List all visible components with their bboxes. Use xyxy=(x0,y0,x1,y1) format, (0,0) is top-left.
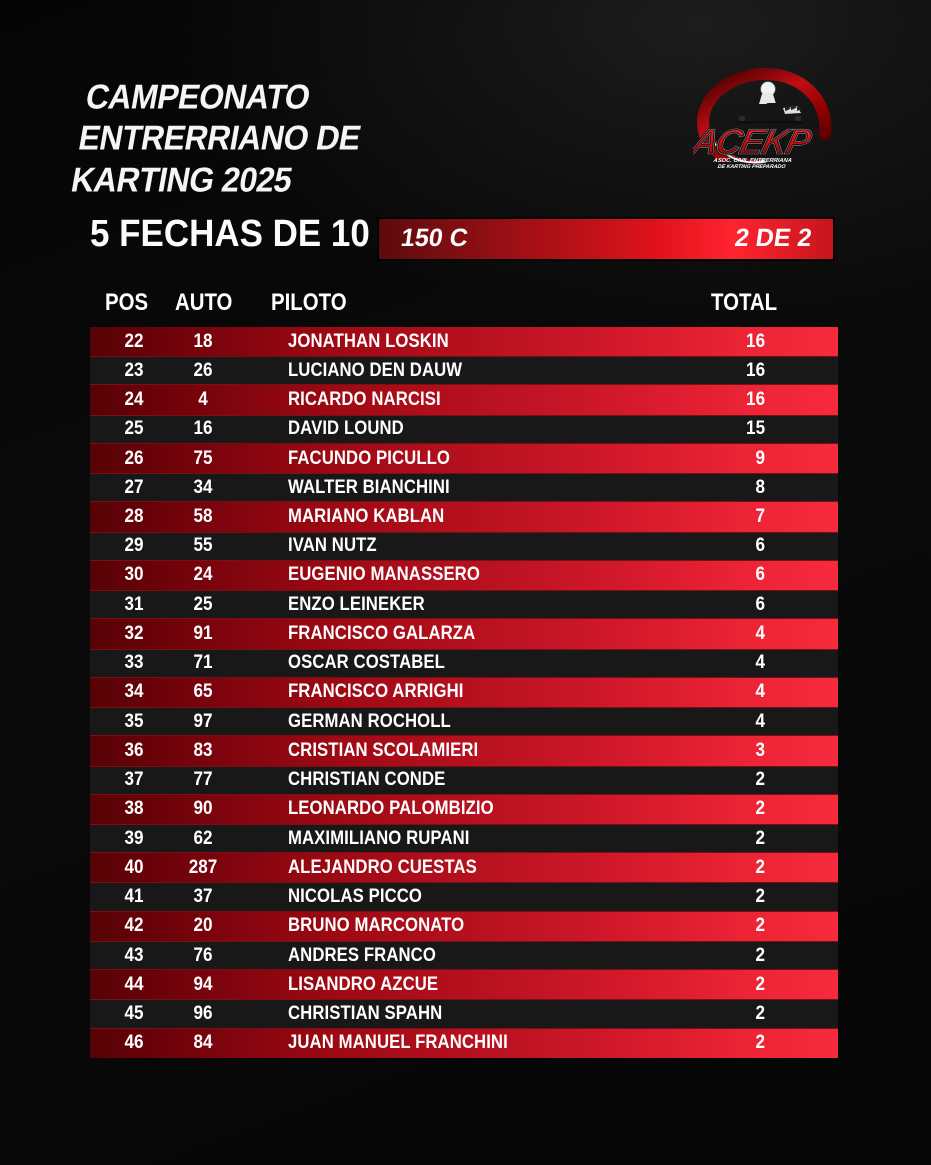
svg-text:ACEKP: ACEKP xyxy=(693,122,816,162)
svg-text:DE KARTING PREPARADO: DE KARTING PREPARADO xyxy=(717,164,787,170)
